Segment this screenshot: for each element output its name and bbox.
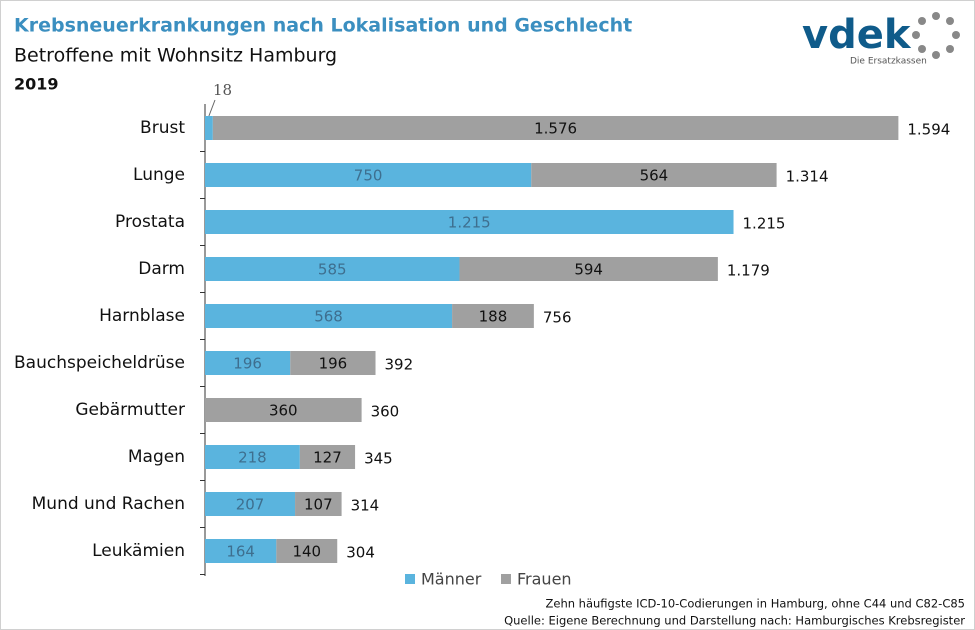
category-label: Bauchspeicheldrüse [14,353,185,373]
total-label: 360 [371,403,400,421]
chart-title: Krebsneuerkrankungen nach Lokalisation u… [14,15,632,37]
bar-segment [290,351,376,375]
category-label: Brust [140,118,185,138]
bar-segment [205,210,734,234]
total-label: 756 [543,309,572,327]
value-label: 568 [314,308,343,326]
bar-segment [452,304,534,328]
legend-label: Frauen [517,570,572,589]
total-label: 1.594 [907,121,950,139]
value-label: 196 [233,355,262,373]
total-label: 1.179 [727,262,770,280]
bar-segment [205,257,460,281]
value-label: 750 [354,167,383,185]
value-label: 127 [313,449,342,467]
bar-segment [205,116,213,140]
chart-subtitle: Betroffene mit Wohnsitz Hamburg [14,45,337,67]
category-label: Prostata [115,212,185,232]
category-label: Leukämien [92,541,185,561]
logo-name: vdek [802,12,912,58]
chart-year: 2019 [14,75,59,94]
value-label: 360 [269,402,298,420]
total-label: 392 [385,356,414,374]
value-label: 1.215 [448,214,491,232]
value-label: 164 [226,543,255,561]
bar-segment [205,398,362,422]
logo-tagline: Die Ersatzkassen [850,57,927,67]
total-label: 1.215 [743,215,786,233]
bar-segment [205,445,300,469]
category-label: Magen [128,447,185,467]
category-label: Gebärmutter [75,400,185,420]
value-label: 140 [292,543,321,561]
total-label: 314 [351,497,380,515]
bar-segment [276,539,338,563]
total-label: 345 [364,450,393,468]
value-label: 188 [479,308,508,326]
bar-segment [205,163,532,187]
category-label: Lunge [133,165,185,185]
value-label: 594 [574,261,603,279]
value-label: 585 [318,261,347,279]
value-label: 107 [304,496,333,514]
value-label: 564 [640,167,669,185]
bar-segment [205,304,453,328]
bar-segment [205,351,291,375]
bar-segment [459,257,718,281]
category-label: Darm [138,259,185,279]
total-label: 1.314 [786,168,829,186]
value-label: 207 [236,496,265,514]
footnote: Quelle: Eigene Berechnung und Darstellun… [504,614,965,628]
leader-line [208,99,216,117]
bar-segment [205,539,277,563]
bar-segment [205,492,296,516]
value-label: 18 [213,81,232,99]
legend-swatch [405,574,415,584]
bar-segment [295,492,342,516]
value-label: 196 [319,355,348,373]
value-label: 218 [238,449,267,467]
category-label: Harnblase [99,306,185,326]
value-label: 1.576 [534,120,577,138]
legend-label: Männer [421,570,482,589]
footnote: Zehn häufigste ICD-10-Codierungen in Ham… [546,597,966,611]
category-label: Mund und Rachen [32,494,185,514]
total-label: 304 [346,544,375,562]
bar-segment [212,116,899,140]
bar-segment [531,163,777,187]
logo-ring [912,12,960,59]
legend-swatch [501,574,511,584]
bar-segment [299,445,356,469]
